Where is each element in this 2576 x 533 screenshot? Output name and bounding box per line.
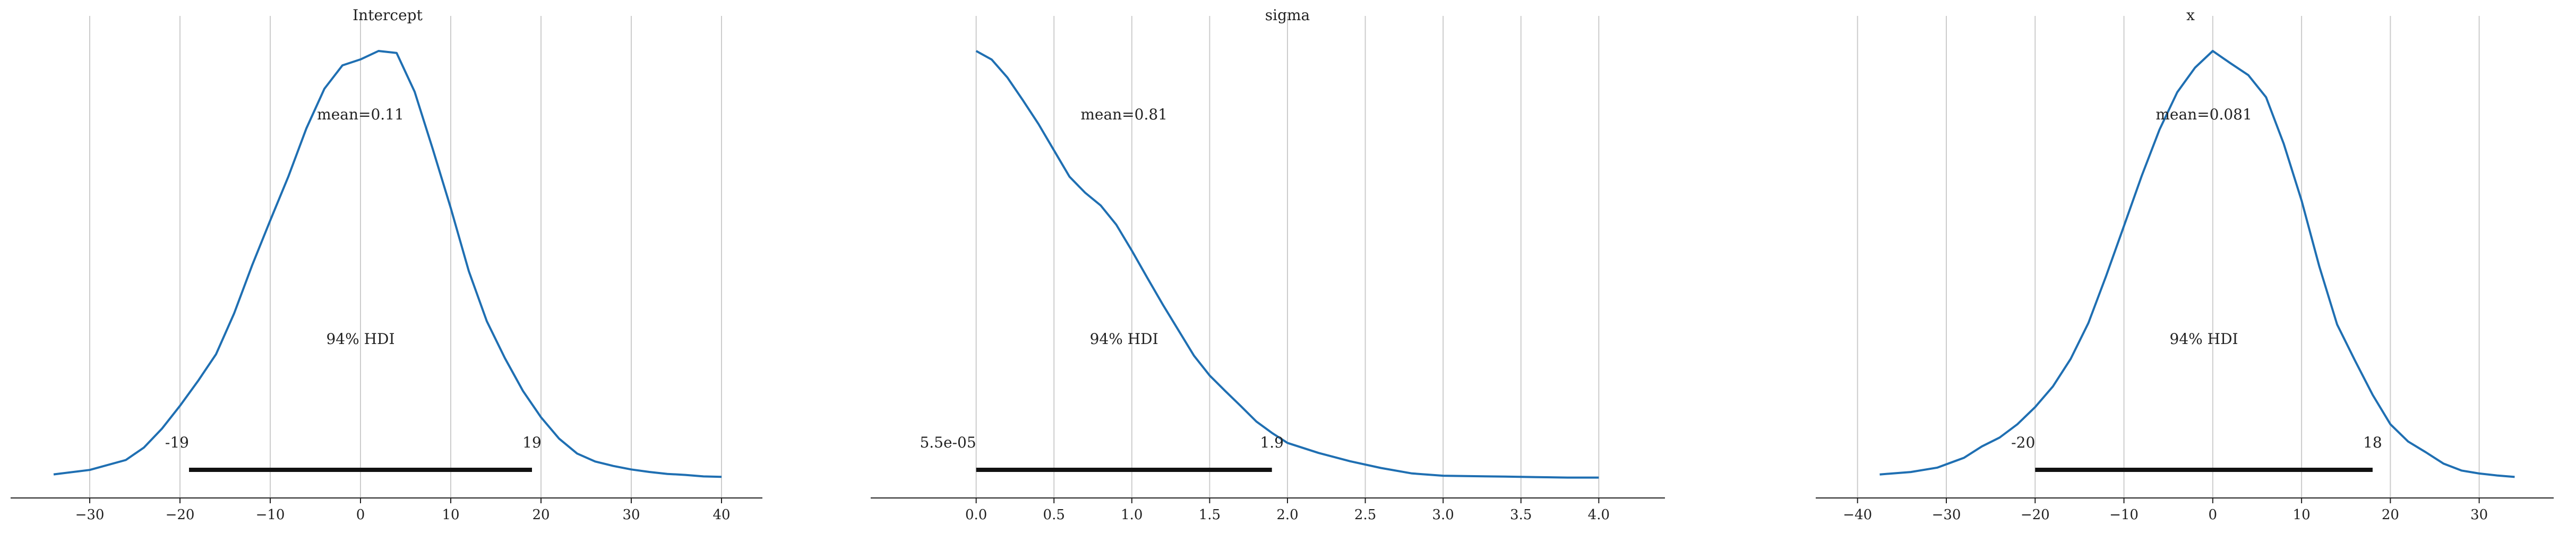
posterior-panel-2: 0.0 0.5 1.0 1.5 2.0 2.5 3.0 3.5 4.0 sigma mean=0.8… xyxy=(871,6,1665,523)
x-tick-label: 1.5 xyxy=(1199,507,1221,523)
x-tick-label: 10 xyxy=(442,507,459,523)
x-tick-label: 2.0 xyxy=(1276,507,1298,523)
hdi-lower-label: 5.5e-05 xyxy=(920,434,976,451)
density-curve xyxy=(53,50,722,478)
hdi-upper-label: 1.9 xyxy=(1260,434,1284,451)
hdi-label: 94% HDI xyxy=(1090,330,1158,348)
x-tick-label: −10 xyxy=(2109,507,2139,523)
panel-title: Intercept xyxy=(353,6,423,24)
mean-label: mean=0.11 xyxy=(317,106,404,123)
x-tick-label: 30 xyxy=(622,507,640,523)
x-tick-label: −30 xyxy=(1932,507,1961,523)
mean-label: mean=0.081 xyxy=(2156,106,2252,123)
x-tick-label: 20 xyxy=(532,507,549,523)
density-curve xyxy=(1879,50,2515,478)
x-tick-label: 0.0 xyxy=(965,507,987,523)
x-tick-label: 3.0 xyxy=(1432,507,1454,523)
x-tick-label: 20 xyxy=(2382,507,2399,523)
x-tick-label: 30 xyxy=(2470,507,2488,523)
x-tick-label: −10 xyxy=(256,507,285,523)
posterior-panel-3: −40 −30 −20 −10 0 10 20 30 x mean=0.081 94% HDI -20… xyxy=(1816,6,2554,523)
x-tick-label: −40 xyxy=(1843,507,1872,523)
mean-label: mean=0.81 xyxy=(1080,106,1167,123)
x-tick-label: −20 xyxy=(166,507,195,523)
hdi-label: 94% HDI xyxy=(2170,330,2238,348)
x-tick-label: 1.0 xyxy=(1121,507,1143,523)
x-tick-label: −30 xyxy=(75,507,105,523)
hdi-lower-label: -20 xyxy=(2011,434,2035,451)
panel-title: sigma xyxy=(1265,6,1310,24)
x-tick-label: 10 xyxy=(2293,507,2311,523)
hdi-upper-label: 19 xyxy=(522,434,542,451)
hdi-lower-label: -19 xyxy=(165,434,189,451)
hdi-upper-label: 18 xyxy=(2363,434,2382,451)
posterior-panel-1: −30 −20 −10 0 10 20 30 40 Intercept mean=0.11 94% … xyxy=(11,6,762,523)
x-tick-label: 3.5 xyxy=(1510,507,1532,523)
x-tick-label: −20 xyxy=(2021,507,2050,523)
x-tick-label: 0 xyxy=(356,507,365,523)
density-curve xyxy=(975,50,1599,479)
panel-title: x xyxy=(2186,6,2195,24)
x-tick-label: 0.5 xyxy=(1043,507,1065,523)
x-tick-label: 4.0 xyxy=(1588,507,1610,523)
hdi-label: 94% HDI xyxy=(326,330,394,348)
x-tick-label: 40 xyxy=(712,507,730,523)
x-tick-label: 2.5 xyxy=(1354,507,1376,523)
x-tick-label: 0 xyxy=(2209,507,2218,523)
